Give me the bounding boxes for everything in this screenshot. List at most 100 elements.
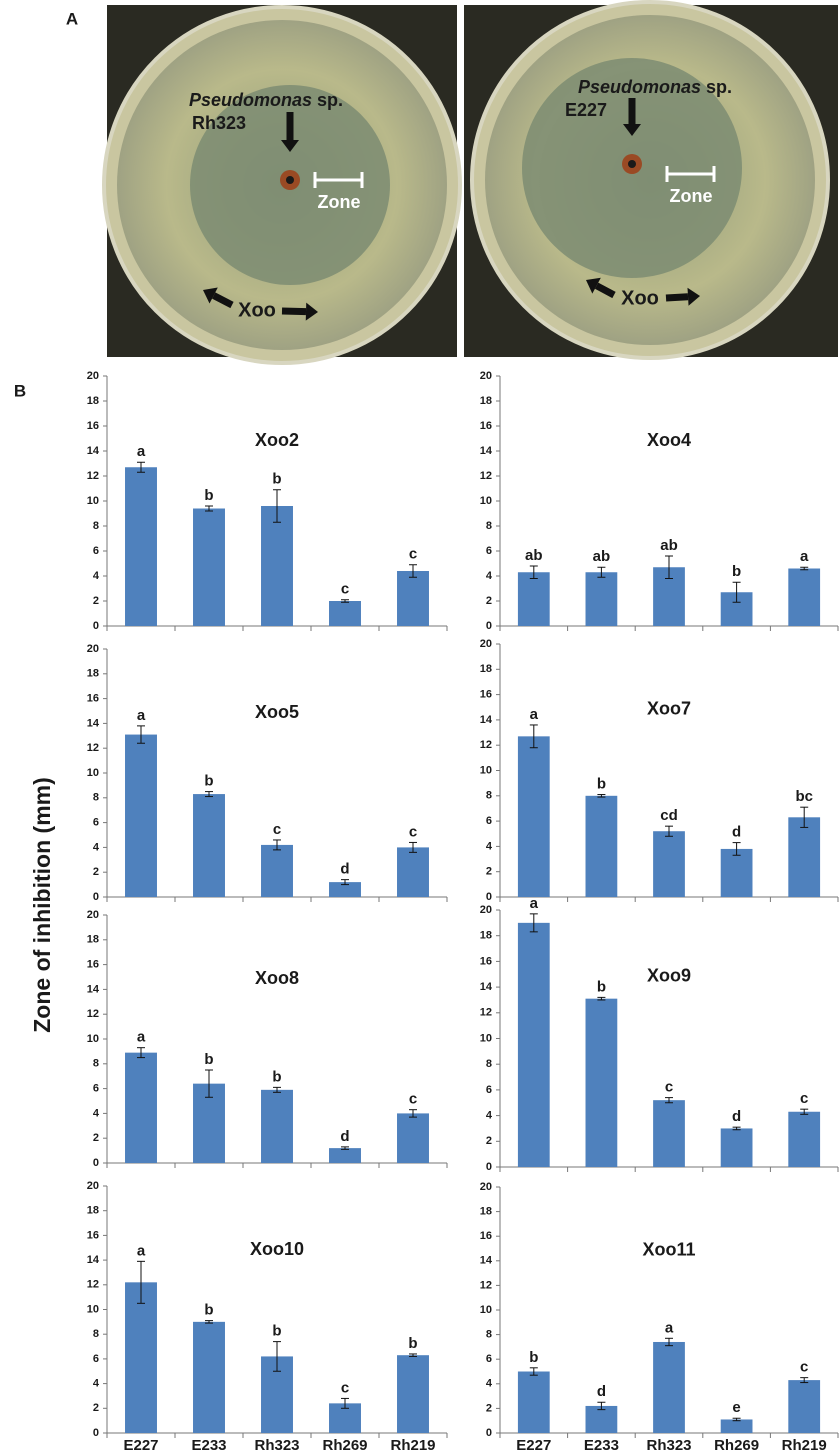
x-tick-label: Rh323: [646, 1437, 691, 1454]
y-tick-label: 10: [87, 1303, 99, 1315]
pathogen-label: Xoo: [621, 287, 659, 309]
chart-title: Xoo7: [647, 699, 691, 719]
y-tick-label: 8: [486, 520, 492, 532]
significance-letter: a: [800, 548, 809, 565]
bar: [125, 1282, 157, 1433]
y-tick-label: 8: [93, 792, 99, 804]
y-tick-label: 12: [480, 739, 492, 751]
y-tick-label: 10: [480, 1032, 492, 1044]
significance-letter: b: [529, 1349, 538, 1366]
significance-letter: ab: [525, 547, 543, 564]
x-tick-label: Rh269: [714, 1437, 759, 1454]
bar: [653, 1100, 685, 1167]
x-tick-label: E227: [123, 1437, 158, 1454]
significance-letter: c: [341, 581, 349, 598]
x-tick-label: E233: [191, 1437, 226, 1454]
bar: [261, 1090, 293, 1163]
significance-letter: d: [340, 1128, 349, 1145]
genus: Pseudomonas: [189, 90, 312, 110]
y-tick-label: 8: [93, 520, 99, 532]
y-tick-label: 10: [87, 1033, 99, 1045]
colony-center: [286, 176, 294, 184]
bar: [518, 572, 550, 626]
bar: [397, 571, 429, 626]
significance-letter: b: [204, 1051, 213, 1068]
significance-letter: b: [204, 487, 213, 504]
arrow-shaft: [282, 311, 306, 312]
bar: [329, 601, 361, 626]
bar: [653, 1342, 685, 1433]
y-tick-label: 16: [480, 420, 492, 432]
y-tick-label: 2: [486, 1402, 492, 1414]
significance-letter: b: [272, 1068, 281, 1085]
bar: [586, 572, 618, 626]
y-tick-label: 4: [93, 1378, 100, 1390]
y-tick-label: 16: [480, 1230, 492, 1242]
bar: [788, 1380, 820, 1433]
y-tick-label: 2: [93, 595, 99, 607]
y-tick-label: 4: [486, 840, 493, 852]
y-tick-label: 4: [486, 1110, 493, 1122]
y-tick-label: 8: [93, 1058, 99, 1070]
y-tick-label: 6: [93, 545, 99, 557]
y-tick-label: 20: [480, 370, 492, 382]
bar: [261, 845, 293, 897]
species: sp.: [317, 90, 343, 110]
y-tick-label: 20: [87, 370, 99, 382]
zone-label: Zone: [670, 186, 713, 206]
y-tick-label: 12: [87, 742, 99, 754]
y-tick-label: 10: [480, 495, 492, 507]
bar: [125, 467, 157, 626]
bar: [518, 736, 550, 897]
y-tick-label: 20: [87, 643, 99, 655]
bar: [518, 923, 550, 1167]
y-tick-label: 4: [93, 570, 100, 582]
x-tick-label: E227: [516, 1437, 551, 1454]
y-tick-label: 6: [93, 1083, 99, 1095]
y-tick-label: 20: [480, 1181, 492, 1193]
y-tick-label: 18: [87, 668, 99, 680]
bar: [397, 1113, 429, 1163]
bar: [518, 1372, 550, 1434]
y-tick-label: 10: [87, 495, 99, 507]
y-tick-label: 20: [87, 1180, 99, 1192]
significance-letter: a: [665, 1319, 674, 1336]
y-tick-label: 8: [486, 1058, 492, 1070]
x-tick-label: E233: [584, 1437, 619, 1454]
y-tick-label: 8: [486, 1329, 492, 1341]
significance-letter: b: [597, 978, 606, 995]
y-tick-label: 20: [87, 909, 99, 921]
bar: [788, 1112, 820, 1167]
y-tick-label: 8: [93, 1328, 99, 1340]
bar: [329, 1148, 361, 1163]
significance-letter: b: [408, 1335, 417, 1352]
y-tick-label: 12: [480, 470, 492, 482]
y-tick-label: 2: [93, 866, 99, 878]
y-tick-label: 16: [87, 693, 99, 705]
chart-title: Xoo10: [250, 1239, 304, 1259]
genus: Pseudomonas: [578, 77, 701, 97]
y-tick-label: 18: [480, 1206, 492, 1218]
significance-letter: a: [530, 706, 539, 723]
y-tick-label: 20: [480, 904, 492, 916]
chart-title: Xoo4: [647, 430, 691, 450]
significance-letter: c: [409, 546, 417, 563]
y-tick-label: 4: [93, 841, 100, 853]
bar: [397, 1355, 429, 1433]
y-tick-label: 20: [480, 638, 492, 650]
bar: [721, 1128, 753, 1167]
y-tick-label: 12: [87, 470, 99, 482]
y-tick-label: 12: [480, 1007, 492, 1019]
bar: [125, 1053, 157, 1163]
y-tick-label: 16: [87, 959, 99, 971]
pathogen-label: Xoo: [238, 299, 276, 321]
chart-title: Xoo8: [255, 968, 299, 988]
significance-letter: a: [137, 443, 146, 460]
y-tick-label: 10: [480, 1304, 492, 1316]
significance-letter: b: [597, 776, 606, 793]
strain-id: E227: [565, 100, 607, 120]
significance-letter: d: [340, 861, 349, 878]
y-tick-label: 2: [93, 1132, 99, 1144]
y-tick-label: 8: [486, 790, 492, 802]
panel-label: B: [14, 381, 26, 400]
